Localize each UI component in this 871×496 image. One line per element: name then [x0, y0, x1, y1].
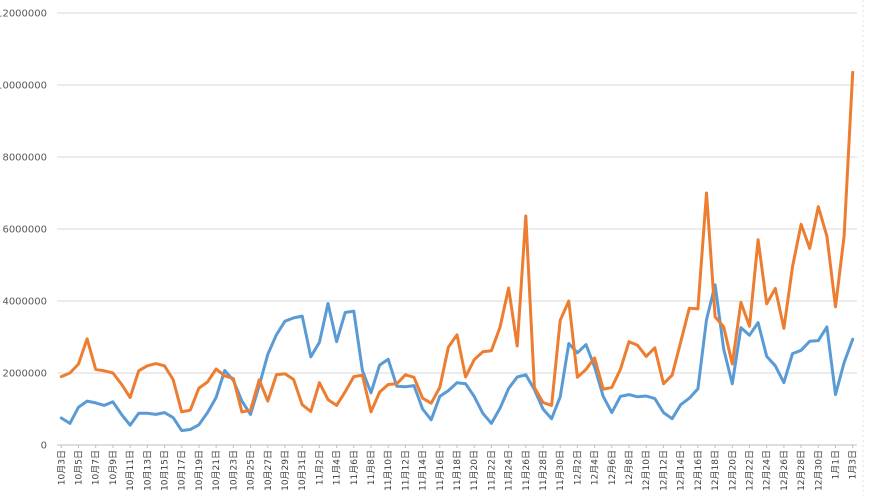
x-tick-label: 1月3日: [848, 450, 859, 479]
x-tick-label: 11月2日: [314, 450, 325, 485]
x-tick-label: 12月16日: [693, 450, 704, 491]
x-tick-label: 10月17日: [177, 450, 188, 491]
x-tick-label: 10月31日: [297, 450, 308, 491]
x-tick-label: 11月14日: [418, 450, 429, 491]
x-tick-label: 12月28日: [796, 450, 807, 491]
x-tick-label: 11月12日: [400, 450, 411, 491]
x-tick-label: 11月16日: [435, 450, 446, 491]
series-line-1: [59, 283, 855, 433]
x-tick-label: 10月21日: [211, 450, 222, 491]
y-tick-label: 12000000: [0, 9, 47, 20]
x-axis-tick-labels: 10月3日 10月5日 10月7日 10月9日 10月11日 10月13日 10月15日 10…: [56, 445, 859, 491]
x-tick-label: 12月18日: [710, 450, 721, 491]
series-line-2: [59, 70, 855, 414]
x-tick-label: 12月30日: [813, 450, 824, 491]
x-tick-label: 10月3日: [56, 450, 67, 485]
x-tick-label: 10月23日: [228, 450, 239, 491]
x-tick-label: 11月22日: [486, 450, 497, 491]
y-tick-label: 6000000: [2, 225, 47, 236]
x-tick-label: 11月6日: [349, 450, 360, 485]
gridlines: [57, 12, 857, 446]
x-tick-label: 12月26日: [779, 450, 790, 491]
x-tick-label: 10月9日: [108, 450, 119, 485]
x-tick-label: 10月5日: [74, 450, 85, 485]
x-tick-label: 12月10日: [641, 450, 652, 491]
x-tick-label: 12月22日: [744, 450, 755, 491]
x-tick-label: 11月4日: [332, 450, 343, 485]
series-lines: [59, 70, 855, 433]
x-tick-label: 10月27日: [263, 450, 274, 491]
x-tick-label: 12月8日: [624, 450, 635, 485]
y-tick-label: 0: [41, 441, 47, 452]
x-tick-label: 11月20日: [469, 450, 480, 491]
x-tick-label: 11月28日: [538, 450, 549, 491]
x-tick-label: 11月30日: [555, 450, 566, 491]
x-tick-label: 11月24日: [504, 450, 515, 491]
y-tick-label: 4000000: [2, 297, 47, 308]
x-tick-label: 11月18日: [452, 450, 463, 491]
y-tick-label: 8000000: [2, 153, 47, 164]
x-tick-label: 11月8日: [366, 450, 377, 485]
x-tick-label: 10月29日: [280, 450, 291, 491]
x-tick-label: 11月26日: [521, 450, 532, 491]
y-tick-label: 10000000: [0, 81, 47, 92]
x-tick-label: 10月19日: [194, 450, 205, 491]
x-tick-label: 12月6日: [607, 450, 618, 485]
x-tick-label: 12月14日: [676, 450, 687, 491]
x-tick-label: 10月7日: [91, 450, 102, 485]
y-tick-label: 2000000: [2, 369, 47, 380]
x-tick-label: 10月11日: [125, 450, 136, 491]
x-tick-label: 12月24日: [762, 450, 773, 491]
x-tick-label: 12月2日: [572, 450, 583, 485]
x-tick-label: 12月12日: [658, 450, 669, 491]
x-tick-label: 1月1日: [830, 450, 841, 479]
x-tick-label: 10月15日: [160, 450, 171, 491]
x-tick-label: 12月4日: [590, 450, 601, 485]
x-tick-label: 11月10日: [383, 450, 394, 491]
x-tick-label: 10月25日: [246, 450, 257, 491]
x-tick-label: 12月20日: [727, 450, 738, 491]
y-axis-tick-labels: 0 2000000 4000000 6000000 8000000 10000000 120…: [0, 9, 47, 452]
x-tick-label: 10月13日: [142, 450, 153, 491]
